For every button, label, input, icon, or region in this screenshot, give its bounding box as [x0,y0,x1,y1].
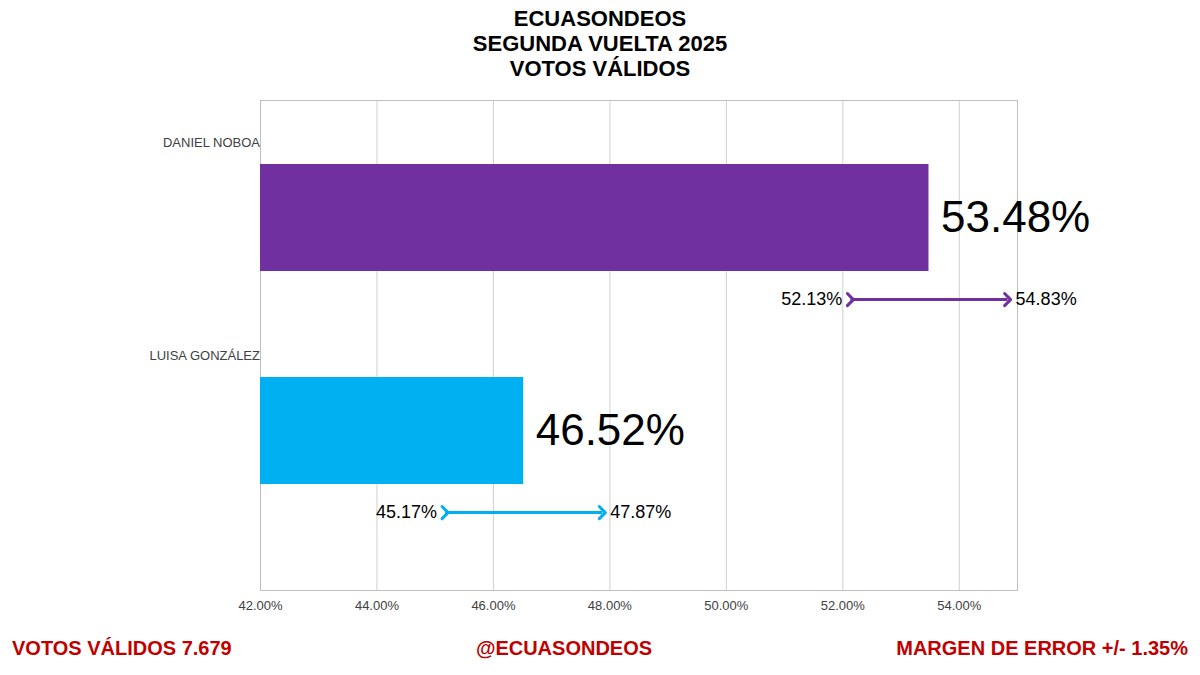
html-text:ECUASONDEOS: ECUASONDEOS [513,6,687,31]
svg-text:47.87%: 47.87% [610,502,671,522]
svg-text:48.00%: 48.00% [588,598,633,613]
svg-text:DANIEL NOBOA: DANIEL NOBOA [163,135,260,150]
html-text:VOTOS VÁLIDOS 7.679: VOTOS VÁLIDOS 7.679 [12,636,232,659]
html-text:VOTOS VÁLIDOS: VOTOS VÁLIDOS [509,56,691,81]
svg-text:45.17%: 45.17% [376,502,437,522]
svg-text:54.00%: 54.00% [937,598,982,613]
svg-text:52.13%: 52.13% [781,289,842,309]
svg-text:LUISA GONZÁLEZ: LUISA GONZÁLEZ [149,348,260,363]
svg-text:50.00%: 50.00% [704,598,749,613]
html-text:SEGUNDA VUELTA 2025: SEGUNDA VUELTA 2025 [472,31,728,56]
svg-text:44.00%: 44.00% [355,598,400,613]
svg-text:42.00%: 42.00% [238,598,283,613]
html-text:MARGEN DE ERROR +/- 1.35%: MARGEN DE ERROR +/- 1.35% [896,636,1188,659]
svg-text:53.48%: 53.48% [941,192,1090,241]
svg-text:46.00%: 46.00% [471,598,516,613]
html-text:@ECUASONDEOS: @ECUASONDEOS [475,636,653,659]
svg-text:52.00%: 52.00% [821,598,866,613]
svg-text:46.52%: 46.52% [536,405,685,454]
svg-text:54.83%: 54.83% [1016,289,1077,309]
